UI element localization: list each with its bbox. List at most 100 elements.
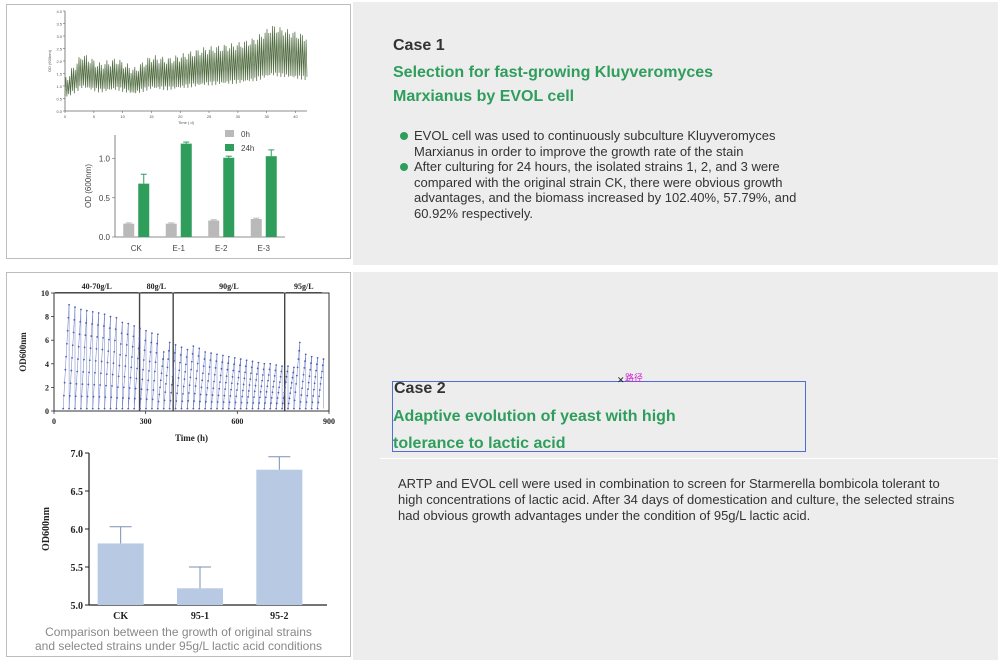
data-point [257, 407, 260, 410]
plot-frame [53, 292, 330, 412]
bar [265, 156, 277, 237]
x-tick-label: 900 [323, 417, 335, 426]
cycle-line [110, 317, 117, 409]
x-tick-label: 95-2 [270, 611, 288, 622]
lactic-acid-bar-chart: 5.0 5.5 6.0 6.5 7.0 OD600nm CK 95-1 95-2 [41, 449, 327, 622]
y-tick-label: 4.0 [56, 9, 62, 14]
y-tick-label: 5.0 [71, 601, 84, 612]
y-tick-label: 0.5 [56, 97, 62, 102]
data-point [97, 312, 100, 314]
data-point [85, 407, 88, 410]
x-tick-label: E-1 [173, 244, 186, 253]
data-point [151, 407, 153, 410]
cycle-line [258, 363, 265, 409]
bullet-item: EVOL cell was used to continuously subcu… [397, 128, 807, 159]
cycle-line [116, 322, 123, 409]
data-point [192, 407, 195, 410]
cycle-line [299, 354, 307, 409]
cycle-line [139, 330, 147, 409]
cycle-line [246, 361, 253, 409]
y-tick-label: 1.0 [99, 155, 111, 164]
x-tick-label: 40 [293, 114, 298, 119]
caption-line2: and selected strains under 95g/L lactic … [34, 639, 323, 653]
cycle-line [74, 309, 82, 409]
y-tick-label: 3.0 [56, 34, 62, 39]
data-point [322, 358, 325, 360]
case2-panel [353, 272, 998, 660]
cycle-line [317, 359, 324, 409]
cycle-line [216, 355, 224, 409]
cycle-line [240, 360, 247, 409]
x-tick-label: 600 [231, 417, 243, 426]
cycle-line [86, 311, 94, 409]
data-point [68, 407, 70, 410]
data-point [74, 306, 76, 309]
case1-title-line2: Marxianus by EVOL cell [393, 88, 575, 105]
x-tick-label: 300 [140, 417, 152, 426]
y-axis-label: OD (600nm) [84, 164, 93, 208]
data-point [310, 407, 313, 410]
y-tick-label: 8 [45, 313, 49, 322]
case1-title-line1: Selection for fast-growing Kluyveromyces [393, 64, 714, 81]
data-point [121, 407, 124, 410]
cycle-line [204, 353, 212, 409]
x-tick-label: 0 [64, 114, 67, 119]
y-axis-label: OD600nm [41, 506, 52, 551]
x-tick-label: 30 [236, 114, 241, 119]
cycle-line [151, 334, 159, 409]
data-point [298, 341, 301, 344]
cycle-line [252, 362, 259, 409]
data-point [245, 359, 248, 362]
legend-label: 24h [241, 144, 254, 153]
data-point [91, 407, 94, 410]
cycle-line [234, 359, 241, 409]
x-tick-label: 5 [93, 114, 96, 119]
data-point [133, 407, 136, 410]
y-tick-label: 1.5 [56, 72, 62, 77]
data-point [162, 407, 165, 410]
y-axis-label: OD (600nm) [47, 49, 52, 72]
bar [256, 469, 303, 605]
cycle-line [169, 344, 176, 409]
bar [180, 143, 192, 237]
selection-handle-icon[interactable]: ✕ [617, 375, 625, 385]
data-point [239, 358, 242, 360]
x-tick-label: 0 [52, 417, 56, 426]
data-point [287, 365, 289, 368]
selection-box[interactable] [392, 381, 806, 452]
data-point [198, 407, 201, 410]
data-point [186, 407, 189, 410]
cycle-line [98, 314, 105, 409]
cycle-line [80, 310, 88, 409]
case1-title: Selection for fast-growing Kluyveromyces… [393, 61, 713, 109]
data-point [275, 407, 278, 410]
case1-figure: 0.0 0.5 1.0 1.5 2.0 2.5 3.0 3.5 4.0 0 5 10 15 20 25 30 3… [6, 4, 351, 259]
data-point [168, 341, 171, 344]
data-point [245, 407, 248, 410]
od-bar-chart: 0.0 0.5 1.0 OD (600nm) CK E-1 E-2 E-3 0h 24h [84, 130, 285, 253]
data-point [233, 407, 236, 410]
data-point [204, 407, 207, 410]
y-tick-label: 7.0 [71, 449, 84, 460]
cycle-line [193, 348, 200, 409]
cycle-line [287, 367, 295, 409]
bar [223, 157, 235, 237]
data-point [281, 365, 283, 368]
data-point [304, 353, 307, 356]
data-point [127, 407, 130, 410]
data-point [287, 407, 289, 410]
case2-title-line2: tolerance to lactic acid [393, 435, 566, 452]
cycle-line [264, 363, 271, 409]
cycle-line [175, 347, 182, 409]
cycle-line [187, 346, 194, 409]
data-point [115, 407, 118, 410]
legend-label: 0h [241, 130, 250, 139]
data-point [91, 310, 94, 313]
y-tick-label: 0.0 [56, 109, 62, 114]
data-point [210, 352, 212, 355]
data-point [216, 407, 218, 410]
data-point [127, 322, 130, 325]
x-tick-label: 15 [149, 114, 154, 119]
data-point [281, 407, 283, 410]
x-tick-label: 35 [264, 114, 269, 119]
